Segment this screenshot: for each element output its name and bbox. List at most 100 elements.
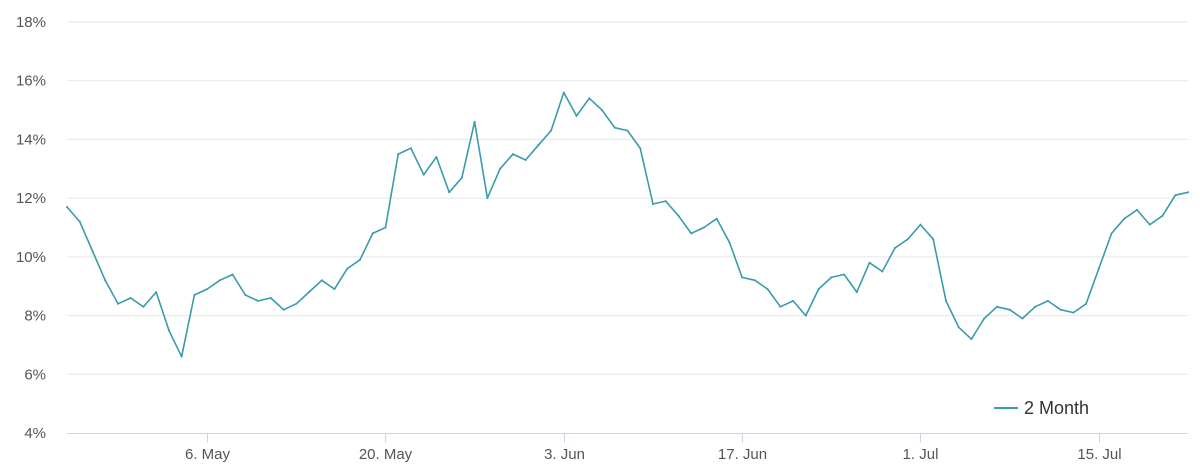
data-point[interactable] [257,299,260,302]
data-point[interactable] [1021,317,1024,320]
data-point[interactable] [779,305,782,308]
data-point[interactable] [894,247,896,249]
data-point[interactable] [218,279,221,282]
data-point[interactable] [282,308,285,311]
data-point[interactable] [384,226,387,229]
data-point[interactable] [244,294,247,296]
data-point[interactable] [830,276,833,279]
data-point[interactable] [792,299,795,302]
data-point[interactable] [1034,305,1037,308]
data-point[interactable] [804,314,807,317]
y-tick-label: 8% [24,308,46,325]
data-point[interactable] [511,153,514,156]
data-point[interactable] [906,238,909,241]
y-tick-label: 6% [24,366,46,383]
data-point[interactable] [868,261,871,264]
data-point[interactable] [537,144,540,147]
data-point[interactable] [1123,217,1126,220]
x-tick-label: 17. Jun [718,446,767,463]
data-point[interactable] [1085,302,1088,305]
data-point[interactable] [919,223,922,226]
data-point[interactable] [677,214,680,217]
data-point[interactable] [1046,299,1049,302]
data-point[interactable] [562,91,565,94]
data-point[interactable] [613,126,616,129]
data-point[interactable] [422,173,425,176]
data-point[interactable] [435,156,438,158]
data-point[interactable] [359,258,361,261]
x-axis-labels: 6. May 20. May 3. Jun 17. Jun 1. Jul 15. Jul [185,446,1122,463]
x-tick-label: 1. Jul [903,446,939,463]
data-point[interactable] [702,226,705,229]
series-line-2-month[interactable] [66,91,1189,358]
data-point[interactable] [639,147,642,150]
data-point[interactable] [626,129,629,132]
data-point[interactable] [308,291,310,294]
data-point[interactable] [728,241,731,244]
data-point[interactable] [817,288,820,291]
data-point[interactable] [180,355,183,358]
data-point[interactable] [1148,223,1151,226]
data-point[interactable] [664,200,667,203]
data-point[interactable] [1161,214,1164,217]
data-point[interactable] [193,294,196,296]
data-point[interactable] [346,267,349,270]
data-point[interactable] [371,232,374,235]
data-point[interactable] [206,288,209,291]
data-point[interactable] [448,191,451,194]
data-point[interactable] [881,270,884,273]
data-point[interactable] [1097,267,1100,270]
data-point[interactable] [855,291,858,294]
data-point[interactable] [550,129,553,132]
data-point[interactable] [167,329,170,332]
data-point[interactable] [295,302,298,305]
data-point[interactable] [486,197,489,200]
legend-label-2-month[interactable]: 2 Month [1024,398,1089,418]
data-point[interactable] [460,176,463,179]
data-point[interactable] [1059,308,1062,311]
data-point[interactable] [155,291,158,294]
data-point[interactable] [1136,208,1138,211]
data-point[interactable] [983,317,986,320]
legend[interactable]: 2 Month [994,398,1089,418]
y-tick-label: 12% [16,190,46,207]
data-point[interactable] [129,297,132,299]
data-point[interactable] [320,279,323,282]
data-point[interactable] [231,273,234,276]
data-point[interactable] [1174,194,1177,197]
data-point[interactable] [588,97,591,100]
data-point[interactable] [117,302,119,305]
data-point[interactable] [932,238,935,241]
data-point[interactable] [741,276,744,279]
data-point[interactable] [945,299,947,302]
data-point[interactable] [957,326,960,329]
data-point[interactable] [269,297,272,299]
data-point[interactable] [1008,308,1011,311]
data-point[interactable] [499,167,502,170]
data-point[interactable] [753,279,756,282]
data-point[interactable] [766,288,769,291]
data-point[interactable] [690,232,693,235]
data-point[interactable] [601,109,603,112]
data-point[interactable] [843,273,846,276]
data-point[interactable] [66,206,68,208]
data-point[interactable] [1072,311,1075,314]
data-point[interactable] [78,220,81,223]
data-point[interactable] [652,203,654,205]
data-point[interactable] [575,114,578,117]
data-point[interactable] [1187,191,1189,194]
data-point[interactable] [995,305,998,308]
data-point[interactable] [1110,232,1113,235]
data-point[interactable] [91,250,94,252]
data-point[interactable] [970,338,973,341]
data-point[interactable] [473,120,476,123]
data-point[interactable] [333,288,336,291]
data-point[interactable] [104,279,107,282]
data-point[interactable] [524,159,527,161]
data-point[interactable] [715,217,718,220]
data-point[interactable] [397,153,400,156]
y-tick-label: 10% [16,249,46,266]
data-point[interactable] [409,147,412,150]
data-point[interactable] [142,305,145,308]
